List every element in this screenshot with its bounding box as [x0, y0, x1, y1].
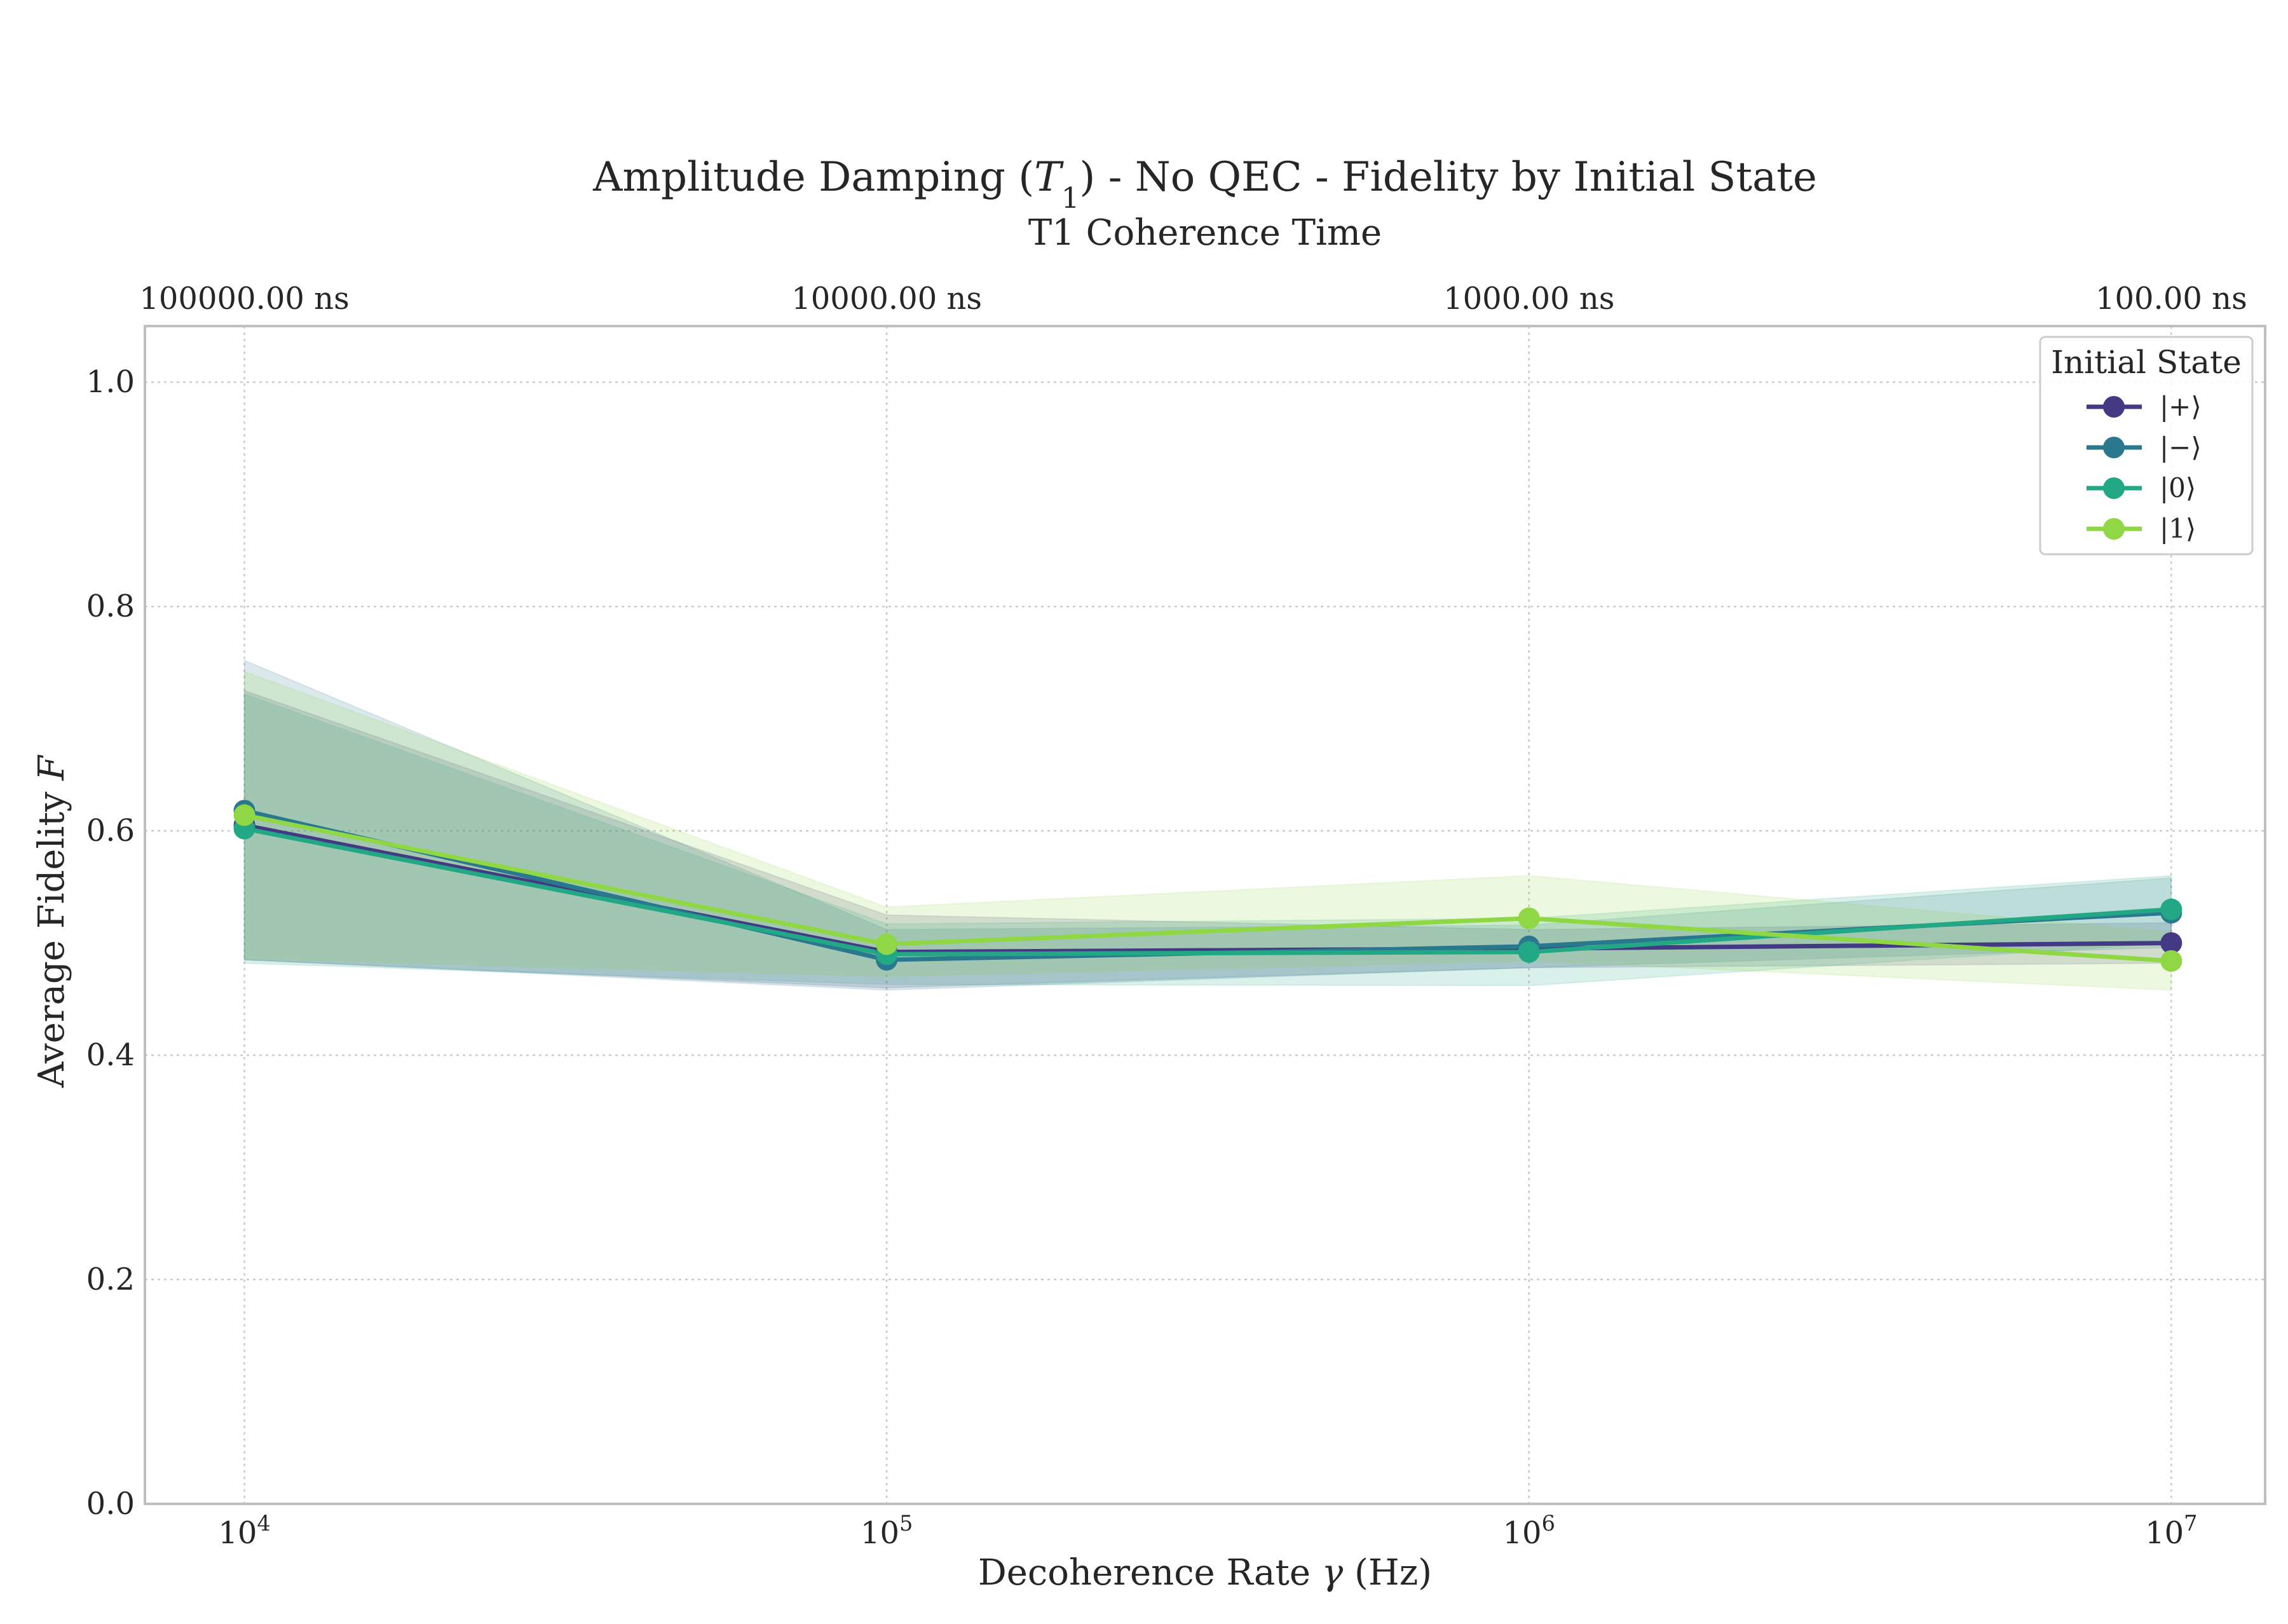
data-point	[1518, 907, 1540, 929]
data-point	[1518, 941, 1540, 963]
chart-title: Amplitude Damping (T1) - No QEC - Fideli…	[592, 154, 1817, 215]
y-tick-label: 0.4	[86, 1037, 135, 1073]
top-tick-label: 1000.00 ns	[1443, 281, 1614, 317]
y-axis-label: Average Fidelity F	[31, 754, 72, 1088]
x-tick-label: 105	[861, 1511, 913, 1551]
y-tick-label: 1.0	[86, 364, 135, 400]
legend-swatch-marker	[2103, 518, 2125, 540]
legend-items: |+⟩ |−⟩ |0⟩ |1⟩	[2087, 391, 2202, 544]
legend-label: |1⟩	[2160, 513, 2196, 544]
legend-swatch-marker	[2103, 477, 2125, 499]
legend-title: Initial State	[2051, 344, 2242, 381]
top-tick-label: 100000.00 ns	[139, 281, 349, 317]
series-line	[242, 812, 2174, 964]
legend-item: |1⟩	[2087, 513, 2196, 544]
series-points	[233, 800, 2182, 972]
series-line	[242, 822, 2174, 955]
legend-item: |−⟩	[2087, 432, 2202, 463]
x-tick-label: 106	[1503, 1511, 1555, 1551]
top-axis-label: T1 Coherence Time	[1028, 212, 1382, 254]
data-point	[876, 933, 898, 955]
y-tick-label: 0.2	[86, 1262, 135, 1297]
plot-frame	[144, 325, 2266, 1505]
data-point	[2160, 898, 2182, 920]
y-tick-label: 0.8	[86, 589, 135, 624]
y-axis-ticks: 0.0 0.2 0.4 0.6 0.8 1.0	[86, 364, 135, 1522]
top-axis-ticks: 100000.00 ns 10000.00 ns 1000.00 ns 100.00 …	[139, 281, 2247, 317]
data-point	[2160, 932, 2182, 954]
legend-label: |0⟩	[2160, 472, 2196, 503]
x-axis-label: Decoherence Rate γ (Hz)	[978, 1552, 1432, 1593]
x-axis-ticks: 104 105 106 107	[218, 1511, 2197, 1551]
series-lines	[242, 808, 2174, 964]
legend: Initial State |+⟩ |−⟩ |0⟩ |1⟩	[2039, 336, 2254, 556]
y-tick-label: 0.6	[86, 813, 135, 849]
x-tick-label: 104	[218, 1511, 270, 1551]
legend-swatch-marker	[2103, 437, 2125, 458]
data-point	[2160, 950, 2182, 972]
y-tick-label: 0.0	[86, 1486, 135, 1522]
legend-item: |+⟩	[2087, 391, 2202, 422]
legend-swatch-marker	[2103, 396, 2125, 418]
series-line	[242, 826, 2174, 957]
x-tick-label: 107	[2145, 1511, 2197, 1551]
top-tick-label: 100.00 ns	[2095, 281, 2247, 317]
legend-label: |−⟩	[2160, 432, 2202, 463]
legend-label: |+⟩	[2160, 391, 2202, 422]
top-tick-label: 10000.00 ns	[791, 281, 982, 317]
legend-frame	[2039, 336, 2254, 556]
data-point	[233, 804, 255, 826]
legend-item: |0⟩	[2087, 472, 2196, 503]
